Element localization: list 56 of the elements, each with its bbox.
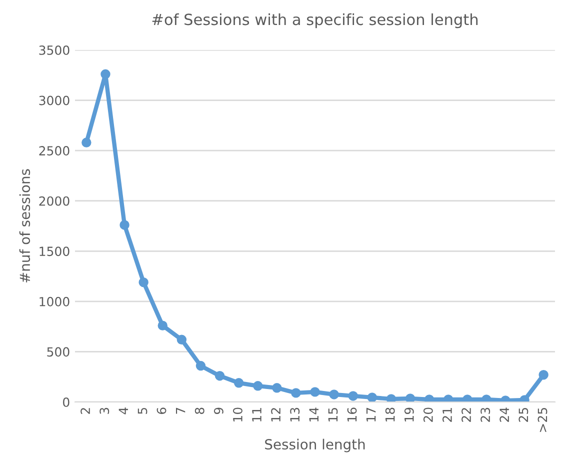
x-tick-label: 6 [156, 408, 166, 414]
x-tick-label: 20 [423, 408, 433, 422]
point [329, 390, 339, 400]
x-tick-label: 10 [232, 408, 242, 422]
chart-title: #of Sessions with a specific session length [152, 13, 478, 28]
point [82, 138, 92, 148]
point [176, 334, 187, 345]
point [310, 387, 320, 397]
x-tick-label: >25 [538, 408, 548, 432]
x-tick-label: 14 [309, 408, 318, 422]
point [367, 392, 378, 402]
point [424, 394, 434, 402]
y-tick-label: 1500 [40, 246, 70, 256]
y-tick-label: 500 [47, 347, 70, 357]
x-tick-label: 13 [290, 408, 300, 422]
x-tick-label: 23 [480, 408, 490, 422]
x-tick-label: 24 [500, 408, 509, 422]
y-axis-title: #nuf of sessions [19, 169, 30, 282]
y-tick-label: 1000 [40, 296, 70, 306]
y-tick-label: 2000 [39, 196, 70, 206]
y-tick-label: 0 [63, 397, 70, 407]
y-tick-label: 2500 [39, 146, 70, 156]
x-tick-label: 8 [194, 408, 204, 414]
point [100, 69, 110, 79]
point [405, 394, 416, 402]
x-tick-label: 21 [442, 408, 452, 422]
point [538, 370, 548, 380]
x-tick-label: 25 [518, 408, 528, 422]
x-tick-label: 19 [404, 408, 414, 422]
point [291, 388, 301, 398]
point [386, 394, 396, 402]
y-tick-label: 3500 [39, 45, 70, 55]
x-tick-label: 7 [176, 408, 186, 414]
point [272, 383, 282, 393]
point [158, 320, 168, 330]
x-tick-label: 15 [328, 408, 338, 422]
point [120, 220, 130, 230]
x-tick-label: 11 [252, 408, 262, 422]
point [252, 381, 263, 391]
x-tick-label: 5 [138, 408, 148, 414]
x-tick-label: 9 [214, 408, 224, 414]
x-axis-title: Session length [265, 438, 365, 452]
x-tick-label: 17 [366, 408, 376, 422]
point [214, 370, 225, 381]
x-tick-label: 12 [271, 408, 280, 422]
x-tick-label: 2 [80, 408, 90, 414]
point [234, 378, 244, 388]
y-tick-label: 3000 [39, 96, 70, 106]
x-tick-label: 22 [462, 408, 471, 422]
point [196, 360, 206, 371]
x-tick-label: 18 [385, 408, 395, 422]
x-tick-label: 3 [100, 408, 110, 414]
x-tick-label: 4 [118, 408, 128, 414]
x-tick-label: 16 [347, 408, 357, 422]
point [348, 391, 358, 401]
point [138, 277, 148, 288]
